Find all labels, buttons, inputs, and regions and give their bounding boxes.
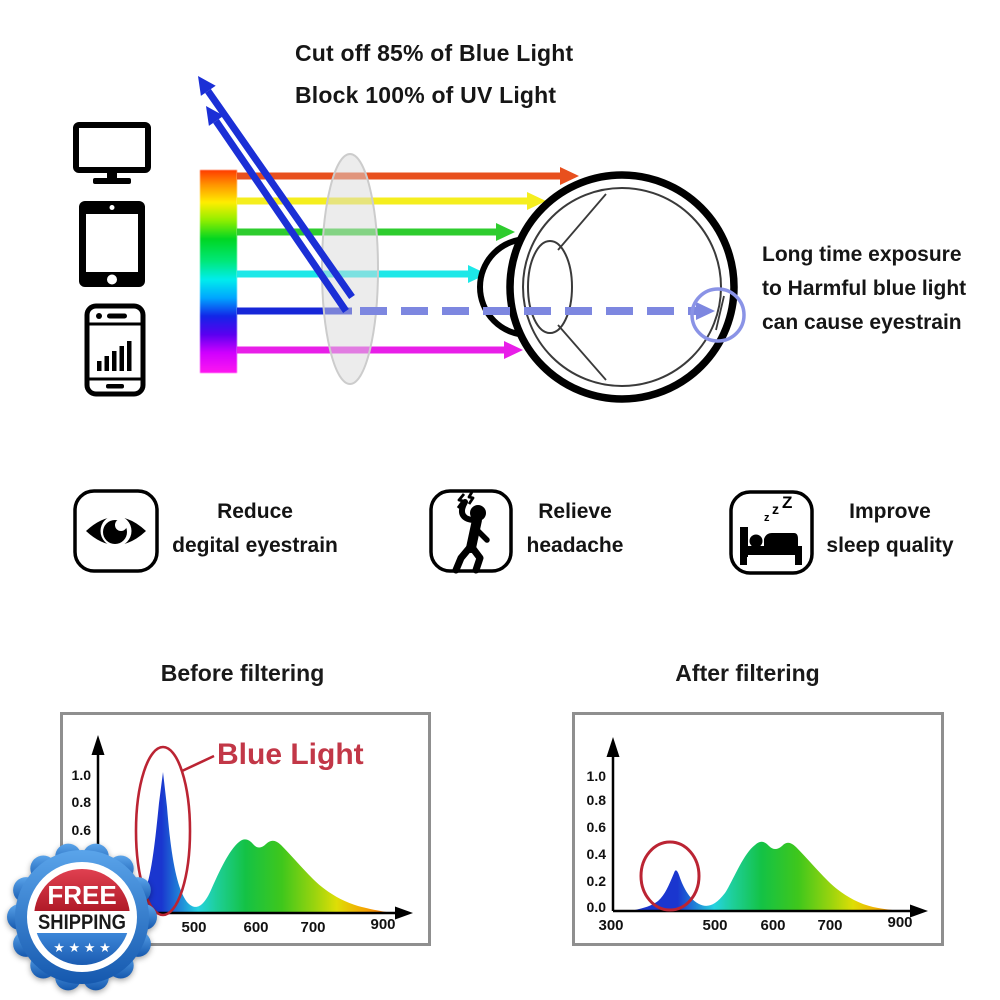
benefit-2-line2: headache — [526, 534, 624, 557]
retina-highlight-ring — [690, 287, 746, 343]
after-ytick-4: 0.2 — [587, 873, 607, 889]
optics-diagram — [198, 76, 746, 403]
after-x-axis — [613, 904, 928, 918]
reflected-blue-rays — [198, 76, 355, 313]
after-chart: 1.0 0.8 0.6 0.4 0.2 0.0 300 500 600 700 … — [572, 712, 944, 946]
exposure-note-line2: to Harmful blue light — [762, 277, 967, 300]
before-chart-title: Before filtering — [160, 660, 325, 686]
claim-blue-light: Cut off 85% of Blue Light — [295, 40, 574, 66]
tablet-icon — [79, 201, 145, 287]
eye-icon — [73, 489, 159, 573]
sleep-icon: z z Z — [729, 490, 814, 575]
after-ytick-3: 0.4 — [587, 846, 607, 862]
after-ytick-2: 0.6 — [587, 819, 607, 835]
spectrum-bar — [200, 170, 237, 373]
after-ytick-5: 0.0 — [587, 899, 607, 915]
exposure-note-line1: Long time exposure — [762, 243, 962, 266]
before-ytick-2: 0.6 — [72, 822, 92, 838]
smartphone-icon — [84, 303, 146, 397]
benefit-1-label: Reduce degital eyestrain — [165, 495, 345, 563]
benefit-1-line2: degital eyestrain — [172, 534, 338, 557]
claim-uv-light: Block 100% of UV Light — [295, 82, 557, 108]
after-ytick-1: 0.8 — [587, 792, 607, 808]
after-spectrum-curve — [630, 841, 910, 911]
blue-light-annotation: Blue Light — [217, 738, 364, 771]
blue-light-callout-line — [181, 754, 215, 773]
light-ray-red — [237, 167, 579, 185]
eye-diagram — [477, 171, 738, 403]
headache-icon — [429, 489, 513, 574]
benefit-3-line2: sleep quality — [826, 534, 954, 557]
after-chart-title: After filtering — [675, 660, 820, 686]
badge-stars: ★ ★ ★ ★ — [53, 940, 110, 955]
after-chart-plot: 1.0 0.8 0.6 0.4 0.2 0.0 300 500 600 700 … — [587, 737, 928, 934]
before-xtick-1: 600 — [243, 919, 268, 936]
dashed-blue-ray — [360, 302, 715, 320]
before-xtick-2: 700 — [300, 919, 325, 936]
free-shipping-badge: FREE SHIPPING ★ ★ ★ ★ — [7, 843, 157, 991]
after-xtick-3: 700 — [817, 917, 842, 934]
benefit-3-line1: Improve — [849, 500, 931, 523]
blue-light-ellipse — [134, 745, 192, 917]
exposure-note: Long time exposure to Harmful blue light… — [762, 238, 966, 340]
benefit-2-line1: Relieve — [538, 500, 612, 523]
before-ytick-0: 1.0 — [72, 767, 92, 783]
badge-free-text: FREE — [47, 880, 116, 910]
after-blue-light-circle — [639, 840, 701, 912]
sleep-z2: z — [772, 501, 779, 517]
after-xtick-1: 500 — [702, 917, 727, 934]
signal-bars-icon — [97, 341, 132, 371]
glasses-lens-icon — [321, 153, 379, 385]
after-y-axis — [606, 737, 620, 911]
after-ytick-0: 1.0 — [587, 768, 607, 784]
before-xtick-0: 500 — [181, 919, 206, 936]
benefit-1-line1: Reduce — [217, 500, 293, 523]
benefit-3-label: Improve sleep quality — [810, 495, 970, 563]
badge-shipping-text: SHIPPING — [38, 911, 126, 934]
light-ray-magenta — [237, 341, 523, 359]
monitor-icon — [73, 122, 151, 184]
sleep-z1: z — [764, 512, 770, 524]
before-ytick-1: 0.8 — [72, 794, 92, 810]
sleep-z3: Z — [782, 493, 792, 512]
benefit-2-label: Relieve headache — [500, 495, 650, 563]
exposure-note-line3: can cause eyestrain — [762, 311, 962, 334]
before-xtick-3: 900 — [370, 916, 395, 933]
after-xtick-4: 900 — [887, 914, 912, 931]
after-xtick-0: 300 — [598, 917, 623, 934]
after-xtick-2: 600 — [760, 917, 785, 934]
